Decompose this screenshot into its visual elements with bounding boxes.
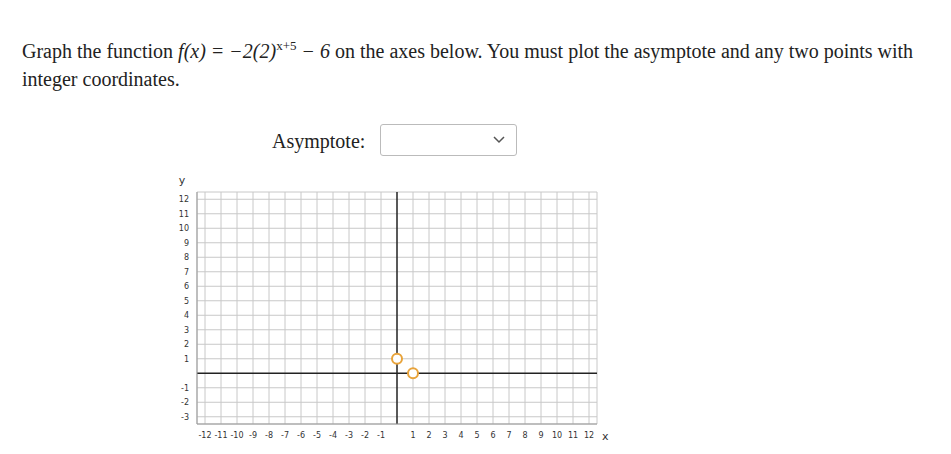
svg-text:12: 12	[584, 431, 594, 440]
svg-text:-2: -2	[181, 398, 189, 407]
svg-text:6: 6	[490, 431, 495, 440]
svg-text:1: 1	[184, 355, 189, 364]
svg-text:-12: -12	[198, 431, 211, 440]
svg-text:2: 2	[426, 431, 431, 440]
svg-text:7: 7	[184, 268, 189, 277]
svg-text:-11: -11	[214, 431, 227, 440]
svg-text:1: 1	[410, 431, 415, 440]
svg-text:2: 2	[184, 340, 189, 349]
svg-text:8: 8	[184, 253, 189, 262]
svg-text:8: 8	[522, 431, 527, 440]
svg-text:-4: -4	[329, 431, 337, 440]
svg-text:-1: -1	[377, 431, 385, 440]
svg-text:10: 10	[179, 224, 189, 233]
svg-text:9: 9	[538, 431, 543, 440]
html-text:Asymptote:: Asymptote:	[272, 130, 366, 152]
svg-text:4: 4	[458, 431, 463, 440]
svg-text:-3: -3	[181, 413, 189, 422]
svg-text:-9: -9	[249, 431, 257, 440]
svg-text:7: 7	[506, 431, 511, 440]
svg-text:11: 11	[179, 210, 189, 219]
svg-text:-10: -10	[230, 431, 243, 440]
svg-text:12: 12	[179, 195, 189, 204]
svg-text:3: 3	[442, 431, 447, 440]
svg-text:-2: -2	[361, 431, 369, 440]
svg-text:x: x	[602, 430, 609, 443]
svg-text:11: 11	[568, 431, 578, 440]
svg-text:-1: -1	[181, 384, 189, 393]
svg-text:-5: -5	[313, 431, 321, 440]
svg-text:5: 5	[474, 431, 479, 440]
svg-text:6: 6	[184, 282, 189, 291]
svg-text:3: 3	[184, 326, 189, 335]
html-text:Graph the function f(x) = −2(2: Graph the function f(x) = −2(2)x+5− 6 on…	[22, 38, 914, 90]
svg-text:y: y	[179, 174, 186, 187]
svg-text:-6: -6	[297, 431, 305, 440]
svg-text:-8: -8	[265, 431, 273, 440]
svg-text:-7: -7	[281, 431, 289, 440]
svg-text:4: 4	[184, 311, 189, 320]
svg-text:9: 9	[184, 239, 189, 248]
svg-text:-3: -3	[345, 431, 353, 440]
svg-text:5: 5	[184, 297, 189, 306]
svg-text:10: 10	[552, 431, 562, 440]
